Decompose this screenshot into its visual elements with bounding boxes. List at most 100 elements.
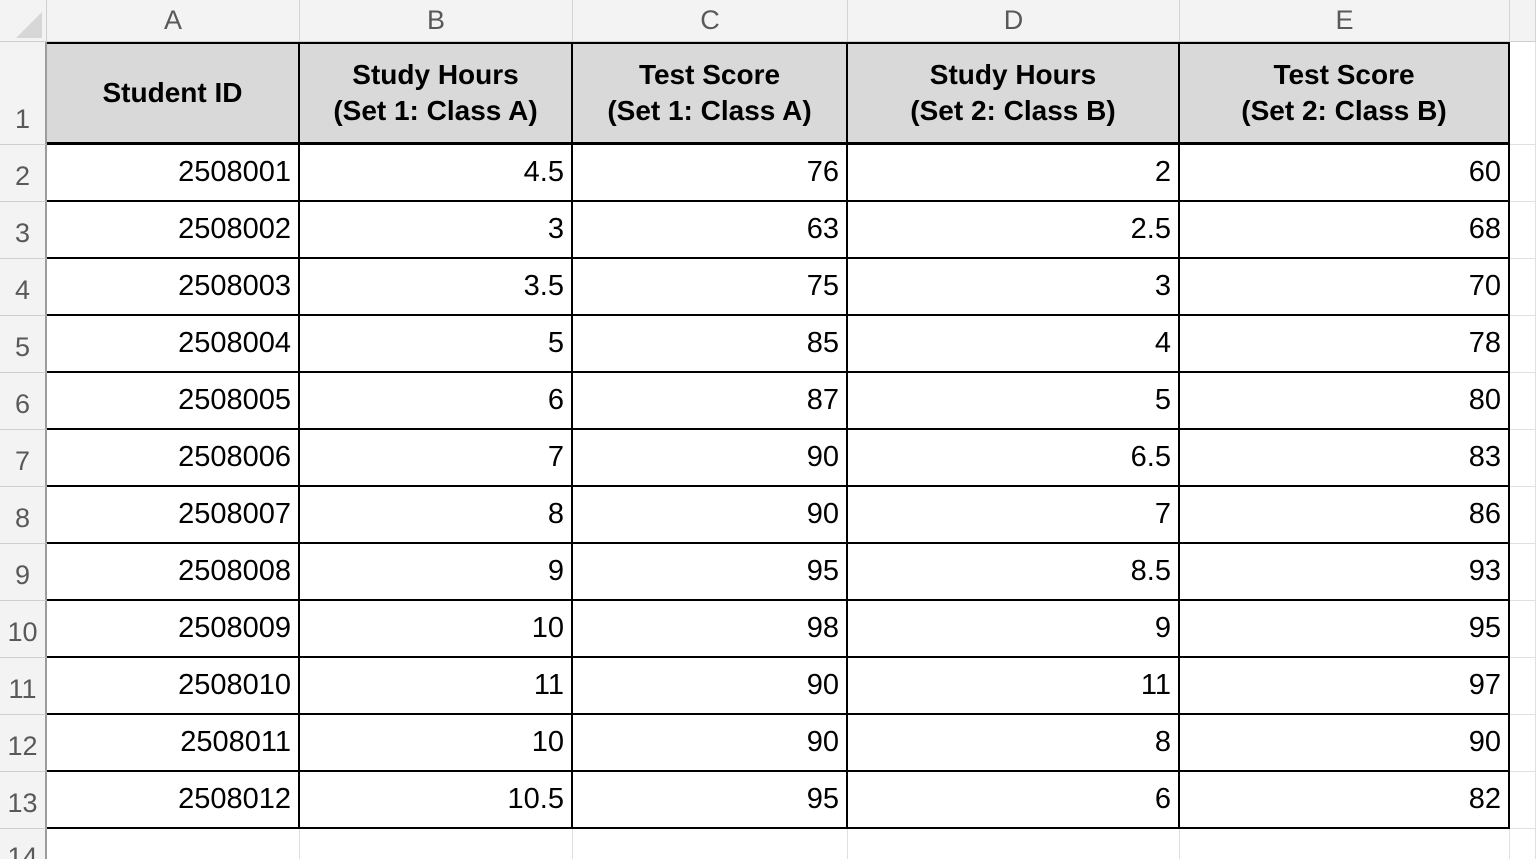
cell-d10[interactable]: 9 [848,601,1180,658]
cell-c5[interactable]: 85 [573,316,848,373]
cell-e6[interactable]: 80 [1180,373,1510,430]
cell-a5[interactable]: 2508004 [47,316,300,373]
cell-a12[interactable]: 2508011 [47,715,300,772]
cell-b11[interactable]: 11 [300,658,573,715]
cell-d7[interactable]: 6.5 [848,430,1180,487]
column-header-filler [1510,0,1536,42]
select-all-button[interactable] [0,0,47,42]
cell-a7[interactable]: 2508006 [47,430,300,487]
row-header-14[interactable]: 14 [0,829,47,859]
cell-b10[interactable]: 10 [300,601,573,658]
cell-c12[interactable]: 90 [573,715,848,772]
row-header-3[interactable]: 3 [0,202,47,259]
header-cell-b1[interactable]: Study Hours (Set 1: Class A) [300,42,573,145]
cell-d2[interactable]: 2 [848,145,1180,202]
empty-cell-e14[interactable] [1180,829,1510,859]
cell-a2[interactable]: 2508001 [47,145,300,202]
grid-filler [1510,316,1536,373]
cell-e10[interactable]: 95 [1180,601,1510,658]
row-header-6[interactable]: 6 [0,373,47,430]
cell-b8[interactable]: 8 [300,487,573,544]
row-header-10[interactable]: 10 [0,601,47,658]
cell-b9[interactable]: 9 [300,544,573,601]
cell-b7[interactable]: 7 [300,430,573,487]
column-header-d[interactable]: D [848,0,1180,42]
cell-b2[interactable]: 4.5 [300,145,573,202]
cell-d11[interactable]: 11 [848,658,1180,715]
cell-e7[interactable]: 83 [1180,430,1510,487]
cell-d3[interactable]: 2.5 [848,202,1180,259]
cell-a4[interactable]: 2508003 [47,259,300,316]
cell-a10[interactable]: 2508009 [47,601,300,658]
cell-c8[interactable]: 90 [573,487,848,544]
cell-b6[interactable]: 6 [300,373,573,430]
cell-a3[interactable]: 2508002 [47,202,300,259]
column-header-e[interactable]: E [1180,0,1510,42]
cell-c10[interactable]: 98 [573,601,848,658]
cell-e5[interactable]: 78 [1180,316,1510,373]
header-cell-d1[interactable]: Study Hours (Set 2: Class B) [848,42,1180,145]
cell-a8[interactable]: 2508007 [47,487,300,544]
empty-cell-b14[interactable] [300,829,573,859]
cell-d4[interactable]: 3 [848,259,1180,316]
cell-c4[interactable]: 75 [573,259,848,316]
row-header-9[interactable]: 9 [0,544,47,601]
header-cell-a1[interactable]: Student ID [47,42,300,145]
column-header-b[interactable]: B [300,0,573,42]
cell-e12[interactable]: 90 [1180,715,1510,772]
cell-e8[interactable]: 86 [1180,487,1510,544]
grid-filler [1510,373,1536,430]
cell-c13[interactable]: 95 [573,772,848,829]
cell-a6[interactable]: 2508005 [47,373,300,430]
cell-b3[interactable]: 3 [300,202,573,259]
row-header-13[interactable]: 13 [0,772,47,829]
column-header-c[interactable]: C [573,0,848,42]
cell-b4[interactable]: 3.5 [300,259,573,316]
cell-d9[interactable]: 8.5 [848,544,1180,601]
cell-a9[interactable]: 2508008 [47,544,300,601]
cell-e2[interactable]: 60 [1180,145,1510,202]
cell-b5[interactable]: 5 [300,316,573,373]
cell-e11[interactable]: 97 [1180,658,1510,715]
cell-c7[interactable]: 90 [573,430,848,487]
column-header-a[interactable]: A [47,0,300,42]
grid-filler [1510,430,1536,487]
cell-d6[interactable]: 5 [848,373,1180,430]
cell-c11[interactable]: 90 [573,658,848,715]
cell-d8[interactable]: 7 [848,487,1180,544]
empty-cell-d14[interactable] [848,829,1180,859]
header-text: (Set 2: Class B) [910,95,1116,126]
cell-c2[interactable]: 76 [573,145,848,202]
cell-d5[interactable]: 4 [848,316,1180,373]
cell-b13[interactable]: 10.5 [300,772,573,829]
header-text: Study Hours [929,59,1097,90]
row-header-7[interactable]: 7 [0,430,47,487]
cell-c3[interactable]: 63 [573,202,848,259]
row-header-4[interactable]: 4 [0,259,47,316]
cell-d13[interactable]: 6 [848,772,1180,829]
empty-cell-a14[interactable] [47,829,300,859]
grid-filler [1510,772,1536,829]
cell-c9[interactable]: 95 [573,544,848,601]
header-text: (Set 1: Class A) [607,95,812,126]
cell-a13[interactable]: 2508012 [47,772,300,829]
row-header-11[interactable]: 11 [0,658,47,715]
cell-e13[interactable]: 82 [1180,772,1510,829]
grid-filler [1510,145,1536,202]
cell-d12[interactable]: 8 [848,715,1180,772]
row-header-2[interactable]: 2 [0,145,47,202]
row-header-5[interactable]: 5 [0,316,47,373]
header-cell-e1[interactable]: Test Score (Set 2: Class B) [1180,42,1510,145]
cell-e4[interactable]: 70 [1180,259,1510,316]
header-cell-c1[interactable]: Test Score (Set 1: Class A) [573,42,848,145]
row-header-8[interactable]: 8 [0,487,47,544]
grid-filler [1510,202,1536,259]
empty-cell-c14[interactable] [573,829,848,859]
row-header-12[interactable]: 12 [0,715,47,772]
row-header-1[interactable]: 1 [0,42,47,145]
cell-e9[interactable]: 93 [1180,544,1510,601]
cell-c6[interactable]: 87 [573,373,848,430]
cell-e3[interactable]: 68 [1180,202,1510,259]
cell-b12[interactable]: 10 [300,715,573,772]
cell-a11[interactable]: 2508010 [47,658,300,715]
